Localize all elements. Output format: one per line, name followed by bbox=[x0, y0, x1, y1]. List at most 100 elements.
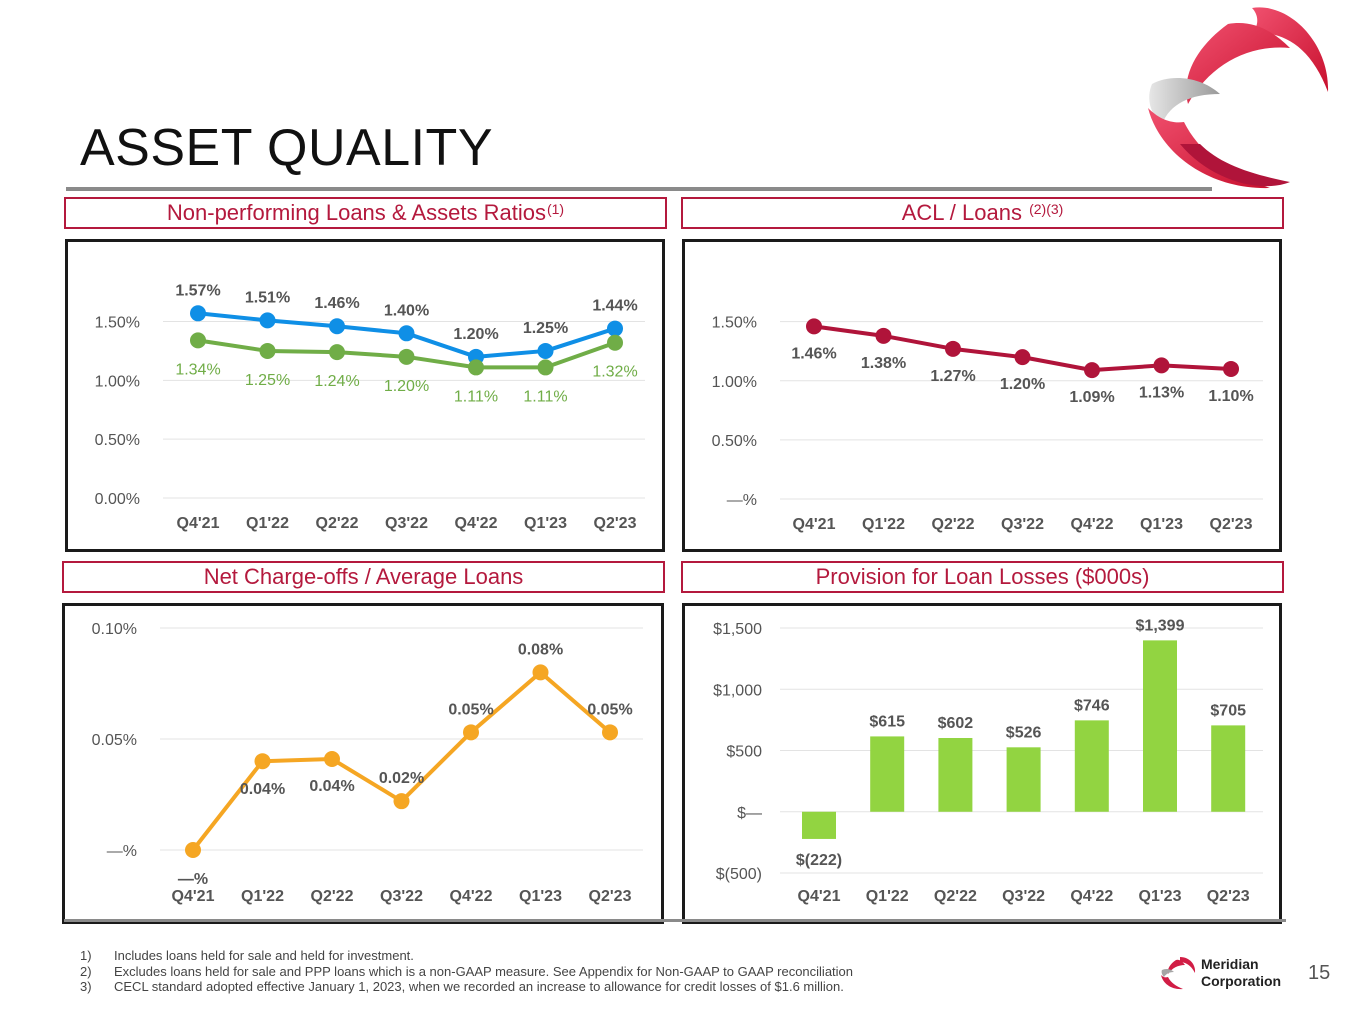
chart1-header: Non-performing Loans & Assets Ratios (1) bbox=[64, 197, 667, 229]
x-tick-label: Q4'21 bbox=[798, 888, 841, 905]
y-tick-label: 0.50% bbox=[95, 432, 140, 449]
npl-ratio-chart: 0.00% 0.50% 1.00% 1.50% Q4'21 Q1'22 Q2'22 Q3'22… bbox=[95, 282, 645, 532]
x-tick-label: Q2'22 bbox=[932, 516, 975, 533]
x-tick-label: Q2'23 bbox=[594, 515, 637, 532]
data-point bbox=[190, 305, 206, 322]
y-tick-label: $500 bbox=[726, 744, 762, 761]
x-tick-label: Q2'23 bbox=[1210, 516, 1253, 533]
provision-chart: $(500) $— $500 $1,000 $1,500 Q4'21 Q1'22 Q2'22 Q… bbox=[713, 617, 1263, 905]
y-tick-label: 1.00% bbox=[95, 373, 140, 390]
data-point bbox=[1014, 349, 1031, 366]
data-point bbox=[393, 793, 410, 810]
chart2-header: ACL / Loans (2)(3) bbox=[681, 197, 1284, 229]
bar bbox=[1211, 725, 1246, 812]
x-tick-label: Q4'22 bbox=[450, 888, 493, 905]
data-label: $(222) bbox=[796, 852, 842, 869]
data-point bbox=[806, 318, 822, 335]
bottom-divider bbox=[64, 919, 1286, 922]
data-label: 1.34% bbox=[175, 361, 220, 378]
data-label: 1.25% bbox=[523, 320, 568, 337]
data-label: 1.20% bbox=[384, 378, 429, 395]
x-tick-label: Q2'23 bbox=[1207, 888, 1250, 905]
data-point bbox=[607, 320, 623, 337]
data-point bbox=[468, 359, 484, 376]
data-label: 1.11% bbox=[454, 388, 498, 405]
data-label: —% bbox=[178, 871, 208, 888]
y-tick-label: —% bbox=[107, 843, 137, 860]
x-tick-label: Q4'21 bbox=[172, 888, 215, 905]
x-tick-label: Q1'22 bbox=[866, 888, 909, 905]
y-tick-label: —% bbox=[727, 492, 757, 509]
y-tick-label: $1,000 bbox=[713, 682, 762, 699]
data-label: 1.20% bbox=[453, 326, 498, 343]
x-tick-label: Q2'22 bbox=[316, 515, 359, 532]
x-tick-label: Q4'22 bbox=[1071, 516, 1114, 533]
data-point bbox=[185, 842, 201, 858]
x-tick-label: Q2'22 bbox=[311, 888, 354, 905]
y-tick-label: $(500) bbox=[716, 866, 762, 883]
y-tick-label: 1.50% bbox=[95, 315, 140, 332]
data-label: 0.08% bbox=[518, 641, 563, 658]
data-label: $1,399 bbox=[1136, 617, 1185, 634]
data-label: 1.13% bbox=[1139, 384, 1184, 401]
data-point bbox=[532, 664, 549, 681]
data-point bbox=[398, 348, 415, 365]
data-label: 1.38% bbox=[861, 355, 906, 372]
chart2-title: ACL / Loans bbox=[901, 200, 1022, 225]
data-point bbox=[190, 332, 206, 349]
data-label: 1.44% bbox=[592, 298, 637, 315]
x-tick-label: Q3'22 bbox=[385, 515, 428, 532]
data-label: $526 bbox=[1006, 724, 1042, 741]
data-point bbox=[463, 724, 479, 741]
chart2-panel: —% 0.50% 1.00% 1.50% Q4'21 Q1'22 Q2'22 Q3'22 Q4'… bbox=[682, 239, 1282, 552]
chart1-title-note: (1) bbox=[546, 201, 565, 217]
x-tick-label: Q4'22 bbox=[1070, 888, 1113, 905]
brand-logo-icon bbox=[1148, 7, 1329, 189]
data-label: 1.46% bbox=[791, 345, 836, 362]
chart1-panel: 0.00% 0.50% 1.00% 1.50% Q4'21 Q1'22 Q2'22 Q3'22… bbox=[65, 239, 665, 552]
chart4-header: Provision for Loan Losses ($000s) bbox=[681, 561, 1284, 593]
x-tick-label: Q3'22 bbox=[1001, 516, 1044, 533]
x-tick-label: Q1'23 bbox=[1139, 888, 1182, 905]
chart3-title: Net Charge-offs / Average Loans bbox=[203, 564, 524, 589]
bar bbox=[1143, 640, 1177, 812]
footnote-2: 2) Excludes loans held for sale and PPP l… bbox=[80, 963, 854, 979]
y-tick-label: 0.10% bbox=[92, 621, 137, 638]
data-label: 1.10% bbox=[1208, 388, 1253, 405]
page-number: 15 bbox=[1308, 962, 1331, 984]
x-tick-label: Q4'22 bbox=[455, 515, 498, 532]
x-tick-label: Q1'22 bbox=[246, 515, 289, 532]
data-label: $705 bbox=[1210, 702, 1246, 719]
x-tick-label: Q1'22 bbox=[862, 516, 905, 533]
data-point bbox=[602, 724, 618, 741]
data-point bbox=[1223, 360, 1239, 377]
data-label: 1.25% bbox=[245, 372, 290, 389]
bar bbox=[870, 736, 905, 812]
footnote-3: 3) CECL standard adopted effective Januar… bbox=[80, 979, 844, 994]
data-label: 0.05% bbox=[587, 701, 632, 718]
data-point bbox=[1153, 357, 1170, 374]
data-label: 0.05% bbox=[448, 701, 493, 718]
x-tick-label: Q1'23 bbox=[524, 515, 567, 532]
data-point bbox=[398, 325, 415, 342]
data-label: 1.11% bbox=[523, 388, 567, 405]
chart2-title-note: (2)(3) bbox=[1029, 201, 1064, 217]
data-point bbox=[537, 342, 554, 359]
y-tick-label: 1.50% bbox=[712, 315, 757, 332]
net-charge-offs-chart: —% 0.05% 0.10% Q4'21 Q1'22 Q2'22 Q3'22 Q4'22 Q1'… bbox=[92, 621, 643, 905]
data-label: 1.09% bbox=[1069, 389, 1114, 406]
data-label: 0.02% bbox=[379, 770, 424, 787]
acl-loans-chart: —% 0.50% 1.00% 1.50% Q4'21 Q1'22 Q2'22 Q3'22 Q4'… bbox=[712, 315, 1263, 533]
footnote-1: 1) Includes loans held for sale and held … bbox=[80, 948, 414, 963]
y-tick-label: 0.50% bbox=[712, 433, 757, 450]
chart3-header: Net Charge-offs / Average Loans bbox=[62, 561, 665, 593]
x-tick-label: Q1'23 bbox=[1140, 516, 1183, 533]
data-point bbox=[329, 344, 345, 361]
page-title: ASSET QUALITY bbox=[80, 119, 494, 177]
data-point bbox=[324, 750, 340, 767]
data-label: 0.04% bbox=[240, 781, 285, 798]
y-tick-label: $— bbox=[737, 805, 762, 822]
data-label: 1.46% bbox=[314, 295, 359, 312]
y-tick-label: 0.05% bbox=[92, 732, 137, 749]
x-tick-label: Q3'22 bbox=[380, 888, 423, 905]
